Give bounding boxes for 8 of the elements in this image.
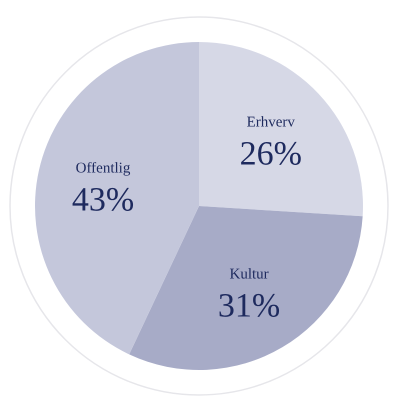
slice-label: Erhverv xyxy=(246,114,296,131)
pie-slice xyxy=(35,42,199,354)
data-label: 31% xyxy=(218,288,280,325)
pie-slice xyxy=(199,42,363,216)
data-label: 43% xyxy=(72,182,134,219)
slice-label: Kultur xyxy=(230,266,269,283)
slice-label: Offentlig xyxy=(76,160,131,177)
data-label: 26% xyxy=(240,136,302,173)
